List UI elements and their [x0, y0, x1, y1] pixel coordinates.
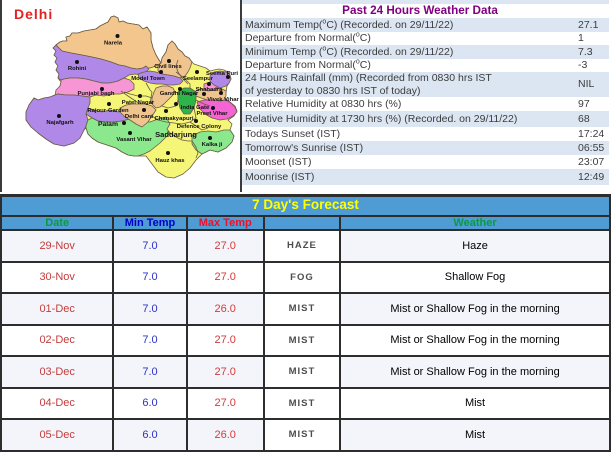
svg-text:Hauz khas: Hauz khas [155, 158, 185, 164]
svg-text:Delhi cant: Delhi cant [125, 114, 153, 120]
svg-text:Palam: Palam [98, 121, 118, 128]
svg-text:Gandhi Nagar: Gandhi Nagar [160, 91, 199, 97]
svg-text:Chanakyapuri: Chanakyapuri [155, 116, 194, 122]
svg-text:India Gate: India Gate [181, 105, 210, 111]
svg-text:Seelampur: Seelampur [183, 76, 214, 82]
svg-text:Seema Puri: Seema Puri [206, 71, 238, 77]
svg-text:Narela: Narela [104, 41, 123, 47]
svg-text:Model Town: Model Town [131, 76, 165, 82]
svg-text:Patel Nagar: Patel Nagar [122, 100, 155, 106]
svg-text:Saddarjung: Saddarjung [155, 130, 197, 139]
svg-text:Preet Vihar: Preet Vihar [197, 111, 229, 117]
svg-text:Najafgarh: Najafgarh [46, 120, 74, 126]
svg-text:Rajour-Garden: Rajour-Garden [87, 108, 129, 114]
svg-text:Vivek Vihar: Vivek Vihar [207, 97, 239, 103]
svg-text:Defence Colony: Defence Colony [177, 124, 222, 130]
svg-text:Kalka ji: Kalka ji [202, 142, 223, 148]
svg-text:Civil lines: Civil lines [154, 64, 182, 70]
svg-text:Rohini: Rohini [68, 66, 87, 72]
svg-text:Vasant Vihar: Vasant Vihar [116, 137, 152, 143]
svg-text:Shahadra: Shahadra [196, 87, 224, 93]
svg-text:Punjabi bagh: Punjabi bagh [78, 91, 115, 97]
